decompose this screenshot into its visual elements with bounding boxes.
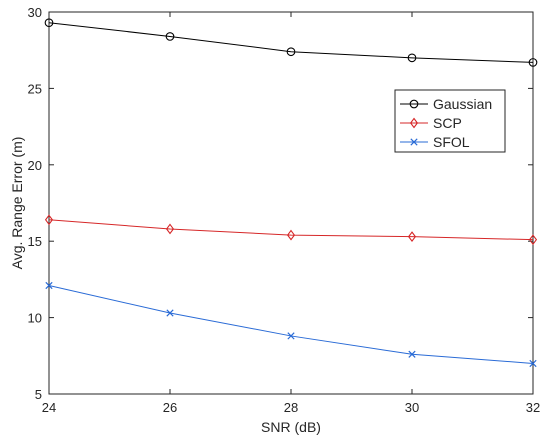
- sfol-data-point: [45, 281, 53, 290]
- gaussian-data-point: [286, 47, 296, 57]
- sfol-data-point: [166, 309, 174, 317]
- legend-label-sfol: SFOL: [433, 134, 470, 150]
- legend-label-gaussian: Gaussian: [433, 96, 492, 112]
- x-tick-label: 32: [526, 400, 540, 415]
- y-tick-label: 30: [28, 5, 42, 20]
- y-tick-label: 15: [28, 234, 42, 249]
- scp-data-point: [528, 234, 538, 246]
- legend-marker-scp: [409, 117, 419, 129]
- gaussian-data-point: [44, 18, 54, 28]
- gaussian-series-line: [48, 22, 534, 63]
- legend-label-scp: SCP: [433, 115, 462, 131]
- legend-marker-gaussian: [409, 99, 419, 109]
- y-tick-label: 10: [28, 311, 42, 326]
- gaussian-data-point: [528, 58, 538, 67]
- scp-series-line: [48, 219, 534, 241]
- sfol-data-point: [287, 332, 295, 340]
- scp-data-point: [286, 229, 296, 241]
- x-tick-label: 26: [163, 400, 177, 415]
- y-axis-label: Avg. Range Error (m): [9, 137, 25, 270]
- scp-data-point: [165, 223, 175, 235]
- x-tick-label: 28: [284, 400, 298, 415]
- sfol-data-point: [408, 350, 416, 358]
- y-tick-label: 5: [35, 387, 42, 402]
- scp-data-point: [44, 214, 54, 226]
- scp-data-point: [407, 231, 417, 243]
- legend-marker-sfol: [410, 138, 418, 146]
- gaussian-data-point: [165, 32, 175, 41]
- y-tick-label: 25: [28, 81, 42, 96]
- plot-area: [48, 11, 534, 395]
- legend: Gaussian SCP SFOL: [394, 89, 506, 153]
- series-layer: [44, 18, 538, 368]
- x-tick-label: 30: [405, 400, 419, 415]
- axis-ticks: 24 26 28 30 32 5 10 15 20 25 30: [28, 5, 541, 415]
- y-tick-label: 20: [28, 158, 42, 173]
- x-axis-label: SNR (dB): [261, 419, 321, 435]
- gaussian-data-point: [407, 53, 417, 63]
- sfol-data-point: [529, 359, 537, 368]
- x-tick-label: 24: [42, 400, 56, 415]
